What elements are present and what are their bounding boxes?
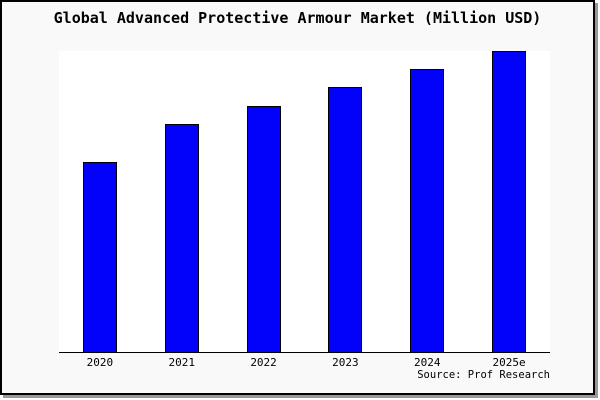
x-axis-tick-labels: 2020 2021 2022 2023 2024 2025e (59, 356, 550, 370)
bar-2020 (82, 162, 117, 352)
bar-2025e (492, 51, 527, 352)
chart-title: Global Advanced Protective Armour Market… (53, 9, 542, 27)
x-tick-label-2023: 2023 (332, 356, 359, 369)
x-tick-label-2021: 2021 (168, 356, 195, 369)
bar-2021 (164, 124, 199, 352)
bar-2023 (328, 87, 363, 352)
bar-slot-2023 (304, 51, 386, 352)
bar-series (59, 51, 550, 352)
chart-frame: Global Advanced Protective Armour Market… (0, 0, 595, 395)
x-tick-label-2024: 2024 (413, 356, 441, 369)
x-tick-label-2022: 2022 (250, 356, 277, 369)
bar-2022 (246, 106, 281, 352)
bar-slot-2022 (223, 51, 305, 352)
source-attribution: Source: Prof Research (417, 369, 550, 381)
x-tick-label-2020: 2020 (86, 356, 114, 369)
bar-2024 (410, 69, 445, 352)
plot-area (59, 51, 550, 353)
bar-slot-2024 (386, 51, 468, 352)
x-tick-label-2025e: 2025e (492, 356, 526, 369)
bar-slot-2025e (468, 51, 550, 352)
bar-slot-2020 (59, 51, 141, 352)
bar-slot-2021 (141, 51, 223, 352)
